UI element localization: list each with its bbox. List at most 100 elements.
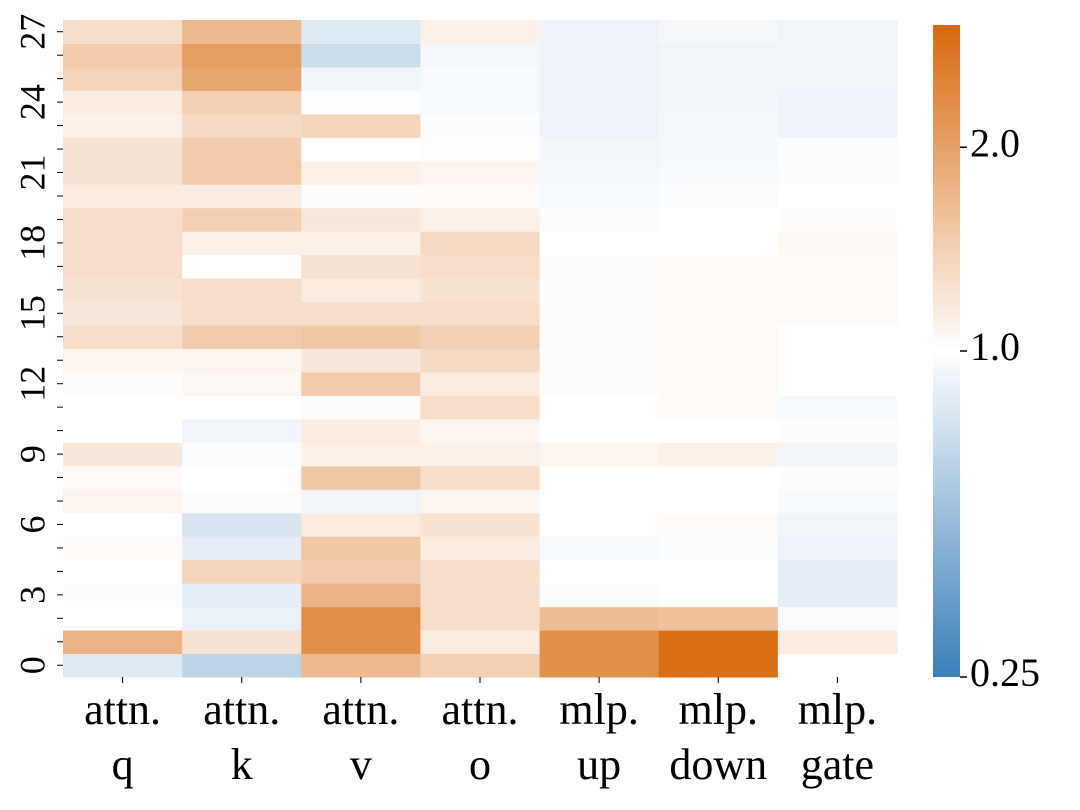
- heatmap-cell: [658, 113, 779, 138]
- heatmap-cell: [777, 630, 898, 655]
- heatmap-cell: [182, 325, 302, 349]
- heatmap-cell: [420, 254, 541, 279]
- heatmap-cell: [539, 43, 660, 68]
- heatmap-cell: [63, 583, 183, 608]
- heatmap-cell: [658, 371, 779, 396]
- heatmap-cell: [301, 20, 421, 44]
- heatmap-cell: [420, 348, 541, 373]
- heatmap-cell: [182, 442, 302, 467]
- heatmap-cell: [658, 184, 779, 209]
- heatmap-cell: [658, 20, 779, 44]
- heatmap-cell: [658, 160, 779, 185]
- heatmap-cell: [63, 395, 183, 420]
- heatmap-cell: [539, 606, 660, 631]
- heatmap-cell: [777, 442, 898, 467]
- heatmap-cell: [420, 43, 541, 68]
- heatmap-cell: [539, 418, 660, 443]
- heatmap-cell: [539, 653, 660, 678]
- heatmap-cell: [777, 325, 898, 349]
- heatmap-cell: [63, 630, 183, 655]
- heatmap-cell: [182, 231, 302, 256]
- colorbar: [933, 25, 960, 677]
- heatmap-cell: [539, 371, 660, 396]
- heatmap-cell: [420, 113, 541, 138]
- heatmap-cell: [539, 583, 660, 608]
- heatmap-cell: [420, 371, 541, 396]
- heatmap-cell: [63, 606, 183, 631]
- heatmap-cell: [777, 66, 898, 91]
- heatmap-cell: [182, 90, 302, 115]
- heatmap-cell: [63, 371, 183, 396]
- heatmap-cell: [182, 278, 302, 303]
- heatmap-cell: [63, 559, 183, 584]
- heatmap-cell: [420, 278, 541, 303]
- heatmap-cell: [777, 395, 898, 420]
- heatmap-cell: [777, 371, 898, 396]
- heatmap-cell: [420, 418, 541, 443]
- heatmap-cell: [777, 160, 898, 185]
- heatmap-cell: [539, 465, 660, 490]
- heatmap-cell: [301, 278, 421, 303]
- heatmap-cell: [420, 606, 541, 631]
- colorbar-tick-label: 1.0: [970, 324, 1020, 369]
- heatmap-cell: [777, 254, 898, 279]
- heatmap-cell: [420, 301, 541, 326]
- heatmap-cell: [301, 606, 421, 631]
- heatmap-cell: [539, 137, 660, 162]
- colorbar-tick-label: 2.0: [970, 120, 1020, 165]
- heatmap-cell: [420, 630, 541, 655]
- heatmap-cell: [777, 653, 898, 678]
- heatmap-cell: [63, 160, 183, 185]
- heatmap-cell: [301, 418, 421, 443]
- heatmap-cell: [539, 348, 660, 373]
- heatmap-cell: [301, 559, 421, 584]
- heatmap-cell: [658, 465, 779, 490]
- heatmap-cell: [539, 395, 660, 420]
- y-tick-label: 6: [12, 515, 52, 533]
- y-tick-label: 24: [12, 84, 52, 120]
- heatmap-cell: [658, 254, 779, 279]
- heatmap-cell: [539, 254, 660, 279]
- heatmap-cell: [658, 489, 779, 514]
- heatmap-cell: [182, 137, 302, 162]
- heatmap-cell: [63, 184, 183, 209]
- heatmap-cell: [420, 512, 541, 537]
- heatmap-cell: [301, 137, 421, 162]
- heatmap-cell: [658, 325, 779, 349]
- heatmap-cell: [301, 90, 421, 115]
- heatmap-cell: [420, 90, 541, 115]
- heatmap-cell: [63, 278, 183, 303]
- y-tick-label: 18: [12, 225, 52, 261]
- heatmap-cell: [301, 583, 421, 608]
- heatmap-cell: [63, 207, 183, 232]
- x-tick-label: down: [669, 740, 767, 789]
- heatmap-cell: [539, 207, 660, 232]
- heatmap-cell: [539, 512, 660, 537]
- heatmap-cell: [539, 630, 660, 655]
- heatmap-cell: [182, 418, 302, 443]
- y-tick-label: 27: [12, 14, 52, 50]
- heatmap-cell: [539, 442, 660, 467]
- heatmap-cell: [182, 630, 302, 655]
- y-tick-label: 15: [12, 295, 52, 331]
- heatmap-cell: [301, 113, 421, 138]
- heatmap-cell: [301, 301, 421, 326]
- y-tick-label: 12: [12, 366, 52, 402]
- heatmap-cell: [182, 653, 302, 678]
- heatmap-cell: [658, 442, 779, 467]
- heatmap-cell: [420, 653, 541, 678]
- heatmap-cell: [658, 512, 779, 537]
- heatmap-cell: [539, 113, 660, 138]
- heatmap-cell: [658, 43, 779, 68]
- heatmap-cell: [301, 536, 421, 561]
- heatmap-cell: [777, 231, 898, 256]
- x-tick-label: attn.: [442, 685, 519, 734]
- heatmap-cell: [63, 231, 183, 256]
- heatmap-cell: [301, 395, 421, 420]
- heatmap-cell: [539, 489, 660, 514]
- heatmap-cell: [301, 43, 421, 68]
- heatmap-cell: [182, 606, 302, 631]
- x-tick-label: v: [350, 740, 372, 789]
- heatmap-cell: [301, 207, 421, 232]
- heatmap-cell: [420, 559, 541, 584]
